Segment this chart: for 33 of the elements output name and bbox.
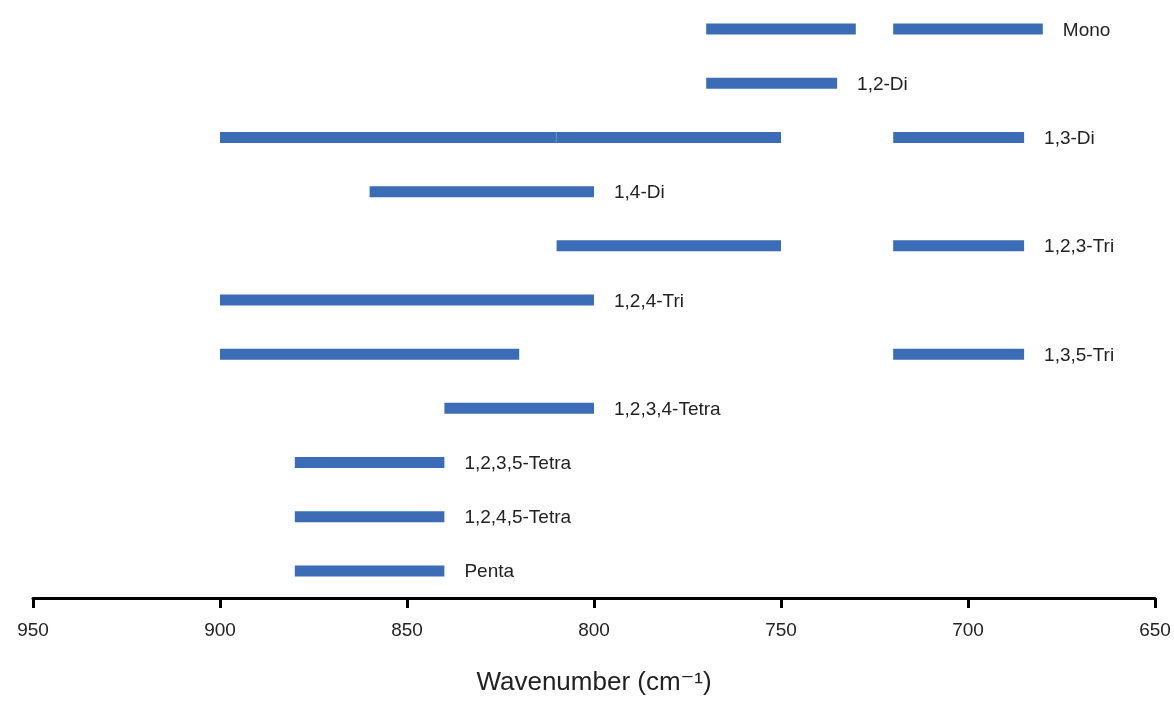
y-tick-label: 1,2,3,4-Tetra xyxy=(614,397,722,419)
y-tick-label: Penta xyxy=(464,560,515,582)
bar xyxy=(294,511,445,523)
x-tick-label: 750 xyxy=(765,619,797,640)
bar xyxy=(294,457,445,469)
y-tick-label: 1,2-Di xyxy=(857,72,908,94)
y-tick-label: 1,3,5-Tri xyxy=(1044,343,1115,365)
bar xyxy=(893,23,1043,35)
x-axis-title: Wavenumber (cm⁻¹) xyxy=(476,666,712,696)
y-tick-label: 1,4-Di xyxy=(614,181,665,203)
bar xyxy=(220,348,520,360)
bar xyxy=(294,565,445,577)
y-tick-label: 1,2,3,5-Tetra xyxy=(464,452,572,474)
y-tick-label: 1,2,4-Tri xyxy=(614,289,685,311)
bar xyxy=(556,240,781,252)
bar xyxy=(706,77,838,89)
x-tick-label: 800 xyxy=(578,619,610,640)
bar xyxy=(893,240,1025,252)
y-tick-label: 1,3-Di xyxy=(1044,126,1095,148)
x-tick-label: 850 xyxy=(391,619,423,640)
x-tick-label: 700 xyxy=(952,619,984,640)
y-tick-label: 1,2,3-Tri xyxy=(1044,235,1115,257)
bar xyxy=(369,186,594,198)
bar xyxy=(893,348,1025,360)
x-tick-label: 950 xyxy=(17,619,49,640)
bar xyxy=(444,402,594,414)
x-tick-label: 900 xyxy=(204,619,236,640)
bar xyxy=(893,131,1025,143)
bar xyxy=(220,294,594,306)
y-tick-label: 1,2,4,5-Tetra xyxy=(464,506,572,528)
bar xyxy=(706,23,856,35)
x-tick-label: 650 xyxy=(1139,619,1171,640)
y-tick-label: Mono xyxy=(1062,18,1111,40)
